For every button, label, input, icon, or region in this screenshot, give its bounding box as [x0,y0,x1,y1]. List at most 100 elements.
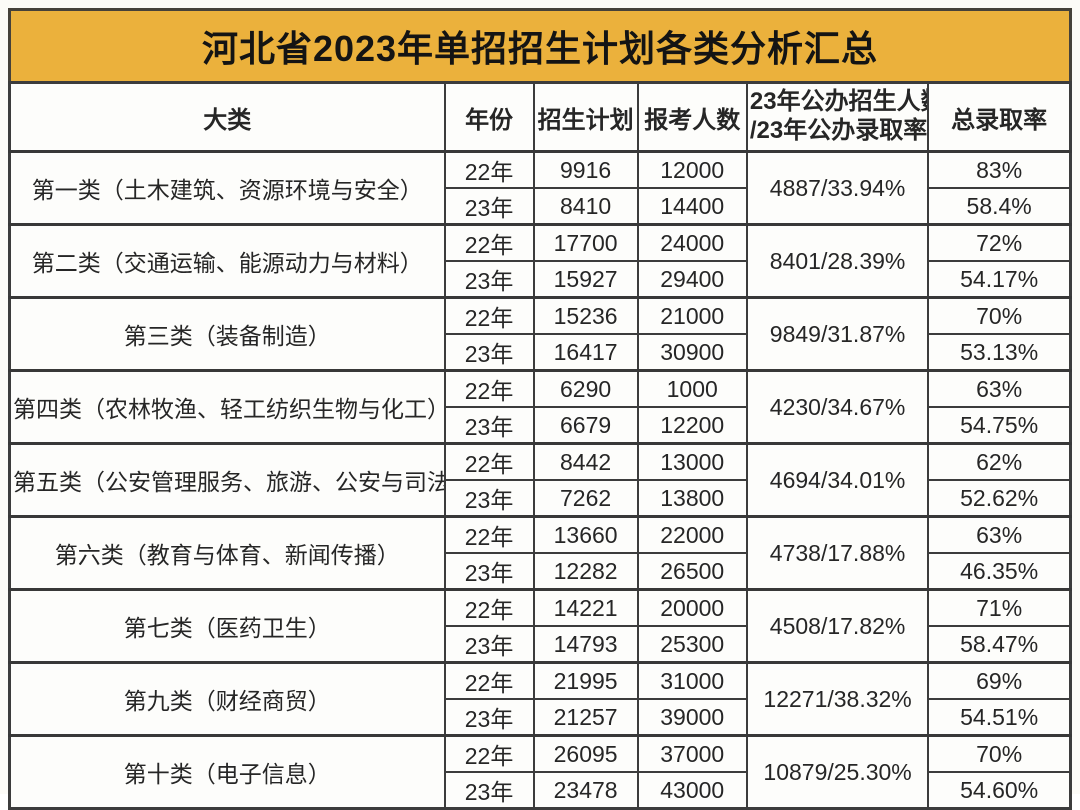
cell-plan: 21257 [532,698,639,737]
cell-public: 4887/33.94% [745,150,930,226]
table-row: 第一类（土木建筑、资源环境与安全） 22年 9916 12000 4887/33… [8,150,1072,226]
cell-year: 23年 [443,333,535,372]
cell-rate: 83% [927,150,1072,189]
cell-applicants: 21000 [636,296,748,335]
cell-plan: 14221 [532,588,639,627]
cell-rate: 54.17% [927,260,1072,299]
cell-applicants: 39000 [636,698,748,737]
cell-year: 23年 [443,552,535,591]
cell-plan: 6679 [532,406,639,445]
cell-year: 22年 [443,588,535,627]
cell-plan: 12282 [532,552,639,591]
cell-plan: 14793 [532,625,639,664]
cell-year: 22年 [443,661,535,700]
header-category: 大类 [8,81,446,153]
cell-applicants: 13800 [636,479,748,518]
cell-rate: 54.51% [927,698,1072,737]
cell-applicants: 25300 [636,625,748,664]
table-row: 第二类（交通运输、能源动力与材料） 22年 17700 24000 8401/2… [8,223,1072,299]
cell-plan: 7262 [532,479,639,518]
cell-plan: 15236 [532,296,639,335]
cell-rate: 58.4% [927,187,1072,226]
header-applicants: 报考人数 [636,81,748,153]
cell-applicants: 12200 [636,406,748,445]
cell-plan: 16417 [532,333,639,372]
cell-category: 第六类（教育与体育、新闻传播） [8,515,446,591]
cell-applicants: 37000 [636,734,748,773]
header-total-rate: 总录取率 [927,81,1072,153]
cell-category: 第五类（公安管理服务、旅游、公安与司法） [8,442,446,518]
header-public-line2: /23年公办录取率 [749,117,928,144]
cell-year: 22年 [443,223,535,262]
cell-applicants: 14400 [636,187,748,226]
cell-year: 23年 [443,260,535,299]
header-year: 年份 [443,81,535,153]
cell-category: 第九类（财经商贸） [8,661,446,737]
cell-public: 10879/25.30% [745,734,930,810]
table-row: 第四类（农林牧渔、轻工纺织生物与化工） 22年 6290 1000 4230/3… [8,369,1072,445]
cell-rate: 70% [927,734,1072,773]
cell-applicants: 26500 [636,552,748,591]
cell-rate: 58.47% [927,625,1072,664]
cell-rate: 63% [927,369,1072,408]
cell-rate: 63% [927,515,1072,554]
page-title: 河北省2023年单招招生计划各类分析汇总 [8,8,1072,84]
cell-year: 22年 [443,296,535,335]
cell-rate: 71% [927,588,1072,627]
header-plan: 招生计划 [532,81,639,153]
cell-public: 8401/28.39% [745,223,930,299]
cell-rate: 54.60% [927,771,1072,810]
cell-year: 22年 [443,150,535,189]
cell-applicants: 43000 [636,771,748,810]
table-row: 23年 8410 14400 58.4% [10,187,1072,226]
cell-category: 第一类（土木建筑、资源环境与安全） [8,150,446,226]
cell-public: 12271/38.32% [745,661,930,737]
cell-public: 4694/34.01% [745,442,930,518]
cell-year: 23年 [443,698,535,737]
table-header-row: 大类 年份 招生计划 报考人数 23年公办招生人数 /23年公办录取率 总录取率 [8,81,1072,153]
table-row: 23年 14793 25300 58.47% [10,625,1072,664]
table-row: 23年 6679 12200 54.75% [10,406,1072,445]
cell-category: 第四类（农林牧渔、轻工纺织生物与化工） [8,369,446,445]
cell-year: 23年 [443,771,535,810]
cell-rate: 70% [927,296,1072,335]
cell-plan: 8442 [532,442,639,481]
cell-rate: 54.75% [927,406,1072,445]
cell-public: 9849/31.87% [745,296,930,372]
cell-rate: 52.62% [927,479,1072,518]
table-row: 23年 12282 26500 46.35% [10,552,1072,591]
cell-applicants: 31000 [636,661,748,700]
cell-rate: 46.35% [927,552,1072,591]
cell-year: 22年 [443,442,535,481]
cell-applicants: 13000 [636,442,748,481]
table-row: 第三类（装备制造） 22年 15236 21000 9849/31.87% 70… [8,296,1072,372]
cell-applicants: 22000 [636,515,748,554]
cell-category: 第三类（装备制造） [8,296,446,372]
cell-year: 23年 [443,187,535,226]
cell-plan: 8410 [532,187,639,226]
header-public: 23年公办招生人数 /23年公办录取率 [745,81,930,153]
cell-year: 22年 [443,369,535,408]
cell-public: 4508/17.82% [745,588,930,664]
table-row: 第七类（医药卫生） 22年 14221 20000 4508/17.82% 71… [8,588,1072,664]
cell-category: 第十类（电子信息） [8,734,446,810]
table-row: 23年 15927 29400 54.17% [10,260,1072,299]
cell-plan: 23478 [532,771,639,810]
cell-rate: 53.13% [927,333,1072,372]
table-row: 23年 21257 39000 54.51% [10,698,1072,737]
cell-applicants: 12000 [636,150,748,189]
table-row: 第六类（教育与体育、新闻传播） 22年 13660 22000 4738/17.… [8,515,1072,591]
cell-year: 23年 [443,406,535,445]
cell-plan: 6290 [532,369,639,408]
cell-rate: 69% [927,661,1072,700]
cell-plan: 26095 [532,734,639,773]
cell-applicants: 24000 [636,223,748,262]
cell-public: 4738/17.88% [745,515,930,591]
table-row: 第十类（电子信息） 22年 26095 37000 10879/25.30% 7… [8,734,1072,810]
cell-plan: 15927 [532,260,639,299]
cell-plan: 21995 [532,661,639,700]
cell-year: 23年 [443,625,535,664]
page-title-text: 河北省2023年单招招生计划各类分析汇总 [201,28,879,69]
cell-category: 第二类（交通运输、能源动力与材料） [8,223,446,299]
cell-year: 22年 [443,515,535,554]
